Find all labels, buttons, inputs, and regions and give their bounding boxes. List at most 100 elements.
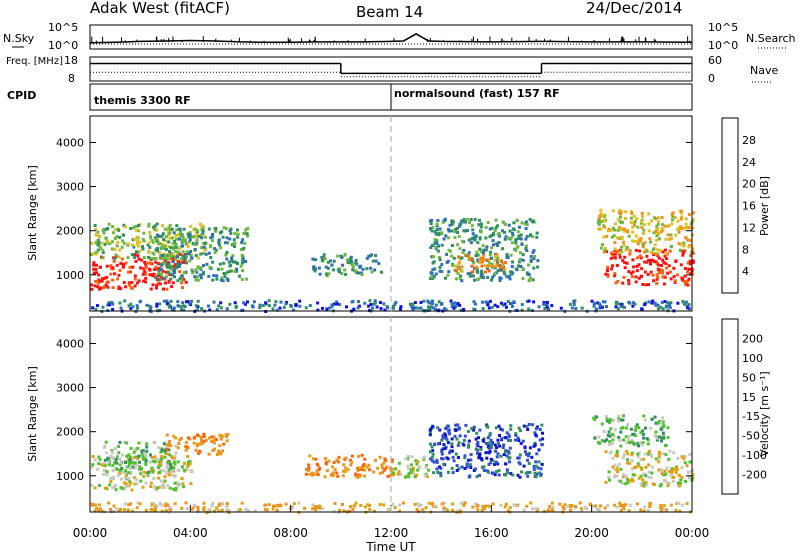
range-cell	[94, 268, 98, 271]
range-cell	[687, 303, 691, 307]
range-cell	[97, 273, 101, 277]
range-cell	[654, 303, 658, 307]
range-cell	[511, 231, 514, 235]
range-cell	[318, 504, 322, 508]
range-cell	[436, 219, 440, 222]
range-cell	[511, 260, 515, 264]
range-cell	[144, 461, 148, 464]
range-cell	[161, 277, 165, 281]
range-cell	[627, 282, 631, 286]
range-cell	[591, 504, 595, 508]
range-cell	[186, 245, 190, 249]
range-cell	[605, 234, 609, 238]
range-cell	[634, 275, 638, 279]
range-cell	[484, 300, 488, 304]
range-cell	[358, 473, 362, 477]
range-cell	[211, 232, 214, 236]
range-cell	[456, 243, 460, 247]
range-cell	[470, 257, 474, 261]
range-cell	[647, 476, 651, 479]
range-cell	[311, 471, 314, 475]
range-cell	[135, 463, 138, 467]
range-cell	[378, 301, 382, 304]
range-cell	[658, 456, 661, 460]
range-cell	[474, 254, 478, 258]
range-cell	[303, 506, 307, 510]
range-cell	[308, 304, 312, 308]
range-cell	[316, 473, 320, 477]
range-cell	[102, 469, 106, 472]
y-tick-label: 4000	[56, 136, 84, 149]
range-cell	[528, 470, 532, 474]
range-cell	[438, 265, 442, 269]
range-cell	[599, 246, 603, 250]
colorbar-frame	[721, 117, 739, 294]
range-cell	[431, 424, 435, 428]
range-cell	[177, 265, 181, 268]
range-cell	[507, 450, 510, 454]
range-cell	[160, 276, 163, 280]
range-cell	[430, 229, 434, 233]
range-cell	[246, 300, 249, 304]
range-cell	[330, 303, 334, 307]
range-cell	[103, 242, 107, 246]
range-cell	[440, 243, 444, 247]
range-cell	[378, 471, 382, 475]
range-cell	[170, 455, 173, 459]
range-cell	[160, 455, 164, 458]
range-cell	[627, 270, 631, 273]
range-cell	[618, 479, 622, 483]
range-cell	[630, 212, 634, 215]
range-cell	[220, 508, 224, 512]
range-cell	[168, 453, 172, 457]
range-cell	[174, 249, 178, 253]
range-cell	[204, 252, 208, 256]
range-cell	[382, 461, 386, 465]
range-cell	[396, 472, 400, 476]
range-cell	[624, 210, 627, 214]
range-cell	[180, 506, 184, 510]
range-cell	[524, 227, 528, 230]
range-cell	[137, 454, 141, 458]
range-cell	[359, 271, 363, 275]
range-cell	[479, 447, 483, 451]
range-cell	[617, 417, 621, 421]
range-cell	[150, 239, 154, 242]
range-cell	[516, 473, 520, 477]
range-cell	[425, 475, 429, 479]
range-cell	[164, 281, 167, 285]
range-cell	[120, 466, 124, 470]
y-tick-label: 3000	[56, 382, 84, 395]
range-cell	[189, 224, 193, 228]
range-cell	[508, 229, 512, 233]
range-cell	[643, 241, 647, 245]
range-cell	[243, 241, 247, 245]
range-cell	[117, 451, 121, 455]
range-cell	[473, 237, 477, 241]
range-cell	[94, 307, 98, 311]
range-cell	[490, 226, 494, 230]
range-cell	[339, 254, 343, 258]
range-cell	[129, 302, 133, 306]
range-cell	[169, 508, 173, 512]
range-cell	[265, 508, 269, 512]
range-cell	[489, 457, 493, 461]
range-cell	[230, 256, 234, 260]
range-cell	[510, 265, 514, 268]
range-cell	[142, 256, 146, 259]
range-cell	[532, 266, 536, 270]
range-cell	[140, 452, 144, 456]
range-cell	[460, 265, 464, 269]
range-cell	[97, 503, 101, 507]
range-cell	[172, 460, 176, 464]
range-cell	[442, 506, 446, 510]
range-cell	[228, 237, 232, 241]
range-cell	[610, 442, 614, 446]
range-cell	[664, 453, 668, 457]
range-cell	[656, 267, 660, 271]
range-cell	[149, 481, 153, 485]
range-cell	[192, 441, 196, 445]
range-cell	[673, 279, 677, 283]
range-cell	[225, 241, 229, 245]
range-cell	[453, 230, 457, 234]
